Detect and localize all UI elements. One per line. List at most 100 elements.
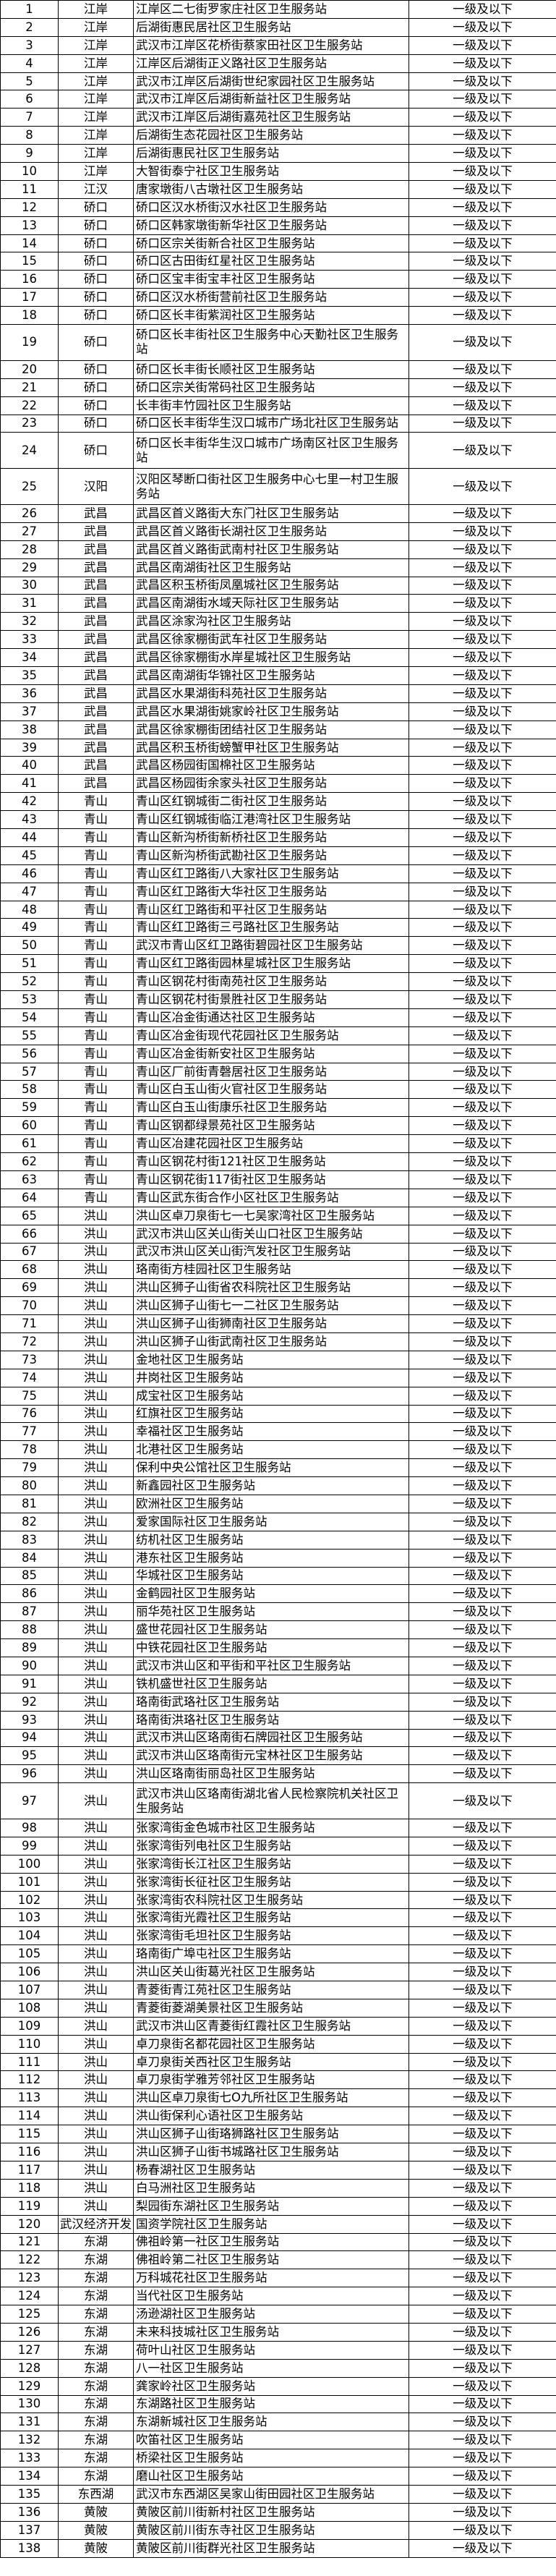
row-number: 48 [0,900,59,919]
row-number: 51 [0,954,59,974]
table-row: 35 武昌 武昌区南湖街华锦社区卫生服务站 一级及以下 [0,666,556,685]
level-cell: 一级及以下 [409,1314,556,1333]
district-cell: 江岸 [58,35,134,55]
table-row: 107 洪山 青菱街青江苑社区卫生服务站 一级及以下 [0,1981,556,1999]
level-cell: 一级及以下 [409,972,556,992]
district-cell: 青山 [58,1152,134,1171]
table-row: 69 洪山 洪山区狮子山街省农科院社区卫生服务站 一级及以下 [0,1278,556,1298]
station-name-cell: 当代社区卫生服务站 [133,2287,409,2306]
row-number: 62 [0,1152,59,1171]
table-row: 59 青山 青山区白玉山街康乐社区卫生服务站 一级及以下 [0,1098,556,1118]
level-cell: 一级及以下 [409,162,556,181]
station-name-cell: 硚口区长丰街长顺社区卫生服务站 [133,360,409,379]
row-number: 133 [0,2449,59,2468]
table-row: 49 青山 青山区红卫路街三弓路社区卫生服务站 一级及以下 [0,918,556,938]
level-cell: 一级及以下 [409,2016,556,2036]
level-cell: 一级及以下 [409,1044,556,1063]
level-cell: 一级及以下 [409,1656,556,1675]
table-row: 104 洪山 张家湾街毛坦社区卫生服务站 一级及以下 [0,1926,556,1946]
table-row: 114 洪山 洪山街保利心语社区卫生服务站 一级及以下 [0,2107,556,2126]
district-cell: 硚口 [58,306,134,326]
table-row: 108 洪山 青菱街菱湖美景社区卫生服务站 一级及以下 [0,1998,556,2018]
station-name-cell: 硚口区汉水桥街营前社区卫生服务站 [133,288,409,307]
level-cell: 一级及以下 [409,954,556,974]
station-name-cell: 洪山区珞南街丽岛社区卫生服务站 [133,1764,409,1784]
table-row: 34 武昌 武昌区徐家棚街水岸星城社区卫生服务站 一级及以下 [0,648,556,667]
district-cell: 洪山 [58,1620,134,1640]
district-cell: 洪山 [58,2196,134,2216]
district-cell: 江岸 [58,126,134,145]
district-cell: 青山 [58,1008,134,1027]
table-row: 1 江岸 江岸区二七街罗家庄社区卫生服务站 一级及以下 [0,0,556,19]
station-name-cell: 白马洲社区卫生服务站 [133,2178,409,2198]
table-row: 60 青山 青山区钢都绿景苑社区卫生服务站 一级及以下 [0,1116,556,1136]
station-name-cell: 珞南街武珞社区卫生服务站 [133,1692,409,1712]
level-cell: 一级及以下 [409,1674,556,1693]
station-name-cell: 武汉市江岸区后湖街新益社区卫生服务站 [133,90,409,109]
level-cell: 一级及以下 [409,1368,556,1387]
level-cell: 一级及以下 [409,1026,556,1045]
station-name-cell: 张家湾街光霞社区卫生服务站 [133,1908,409,1928]
table-row: 38 武昌 武昌区徐家棚街团结社区卫生服务站 一级及以下 [0,720,556,739]
level-cell: 一级及以下 [409,1206,556,1225]
level-cell: 一级及以下 [409,1386,556,1406]
row-number: 84 [0,1548,59,1568]
table-row: 120 武汉经济开发 国资学院社区卫生服务站 一级及以下 [0,2214,556,2234]
district-cell: 洪山 [58,1638,134,1657]
station-name-cell: 洪山区狮子山街武南社区卫生服务站 [133,1332,409,1351]
district-cell: 武昌 [58,594,134,613]
station-name-cell: 青菱街菱湖美景社区卫生服务站 [133,1998,409,2018]
row-number: 50 [0,936,59,956]
station-name-cell: 武昌区徐家棚街武车社区卫生服务站 [133,630,409,650]
station-name-cell: 佛祖岭第一社区卫生服务站 [133,2232,409,2252]
level-cell: 一级及以下 [409,936,556,956]
station-name-cell: 武昌区水果湖街科苑社区卫生服务站 [133,684,409,703]
station-name-cell: 青山区红卫路街八大家社区卫生服务站 [133,864,409,883]
table-row: 81 洪山 欧洲社区卫生服务站 一级及以下 [0,1494,556,1513]
table-row: 41 武昌 武昌区杨园街余家头社区卫生服务站 一级及以下 [0,774,556,794]
station-name-cell: 青山区红钢城街二街社区卫生服务站 [133,792,409,812]
district-cell: 硚口 [58,360,134,379]
table-row: 27 武昌 武昌区首义路街长湖社区卫生服务站 一级及以下 [0,522,556,541]
level-cell: 一级及以下 [409,1944,556,1964]
table-row: 110 洪山 卓刀泉街名都花园社区卫生服务站 一级及以下 [0,2034,556,2054]
table-row: 105 洪山 珞南街广埠屯社区卫生服务站 一级及以下 [0,1944,556,1964]
table-row: 45 青山 青山区新沟桥街武勘社区卫生服务站 一级及以下 [0,846,556,865]
district-cell: 青山 [58,918,134,938]
row-number: 132 [0,2431,59,2450]
row-number: 29 [0,558,59,577]
level-cell: 一级及以下 [409,2520,556,2540]
station-name-cell: 洪山区狮子山街省农科院社区卫生服务站 [133,1278,409,1298]
table-row: 47 青山 青山区红卫路街大华社区卫生服务站 一级及以下 [0,882,556,901]
row-number: 86 [0,1584,59,1604]
district-cell: 东湖 [58,2287,134,2306]
row-number: 118 [0,2178,59,2198]
level-cell: 一级及以下 [409,1062,556,1081]
district-cell: 武汉经济开发 [58,2214,134,2234]
station-name-cell: 吹笛社区卫生服务站 [133,2431,409,2450]
district-cell: 洪山 [58,1963,134,1982]
level-cell: 一级及以下 [409,1692,556,1712]
level-cell: 一级及以下 [409,0,556,19]
row-number: 91 [0,1674,59,1693]
level-cell: 一级及以下 [409,846,556,865]
station-name-cell: 汤逊湖社区卫生服务站 [133,2305,409,2324]
station-name-cell: 洪山区卓刀泉街七O九所社区卫生服务站 [133,2088,409,2108]
station-name-cell: 后湖街惠民社区卫生服务站 [133,144,409,163]
level-cell: 一级及以下 [409,918,556,938]
district-cell: 洪山 [58,1710,134,1730]
level-cell: 一级及以下 [409,90,556,109]
table-row: 117 洪山 杨春湖社区卫生服务站 一级及以下 [0,2160,556,2180]
district-cell: 洪山 [58,1512,134,1531]
level-cell: 一级及以下 [409,1746,556,1766]
district-cell: 青山 [58,900,134,919]
district-cell: 洪山 [58,2107,134,2126]
level-cell: 一级及以下 [409,2250,556,2270]
district-cell: 东湖 [58,2358,134,2378]
row-number: 102 [0,1890,59,1910]
station-name-cell: 黄陂区前川街新村社区卫生服务站 [133,2502,409,2522]
level-cell: 一级及以下 [409,702,556,721]
row-number: 36 [0,684,59,703]
district-cell: 青山 [58,936,134,956]
station-name-cell: 中铁花园社区卫生服务站 [133,1638,409,1657]
